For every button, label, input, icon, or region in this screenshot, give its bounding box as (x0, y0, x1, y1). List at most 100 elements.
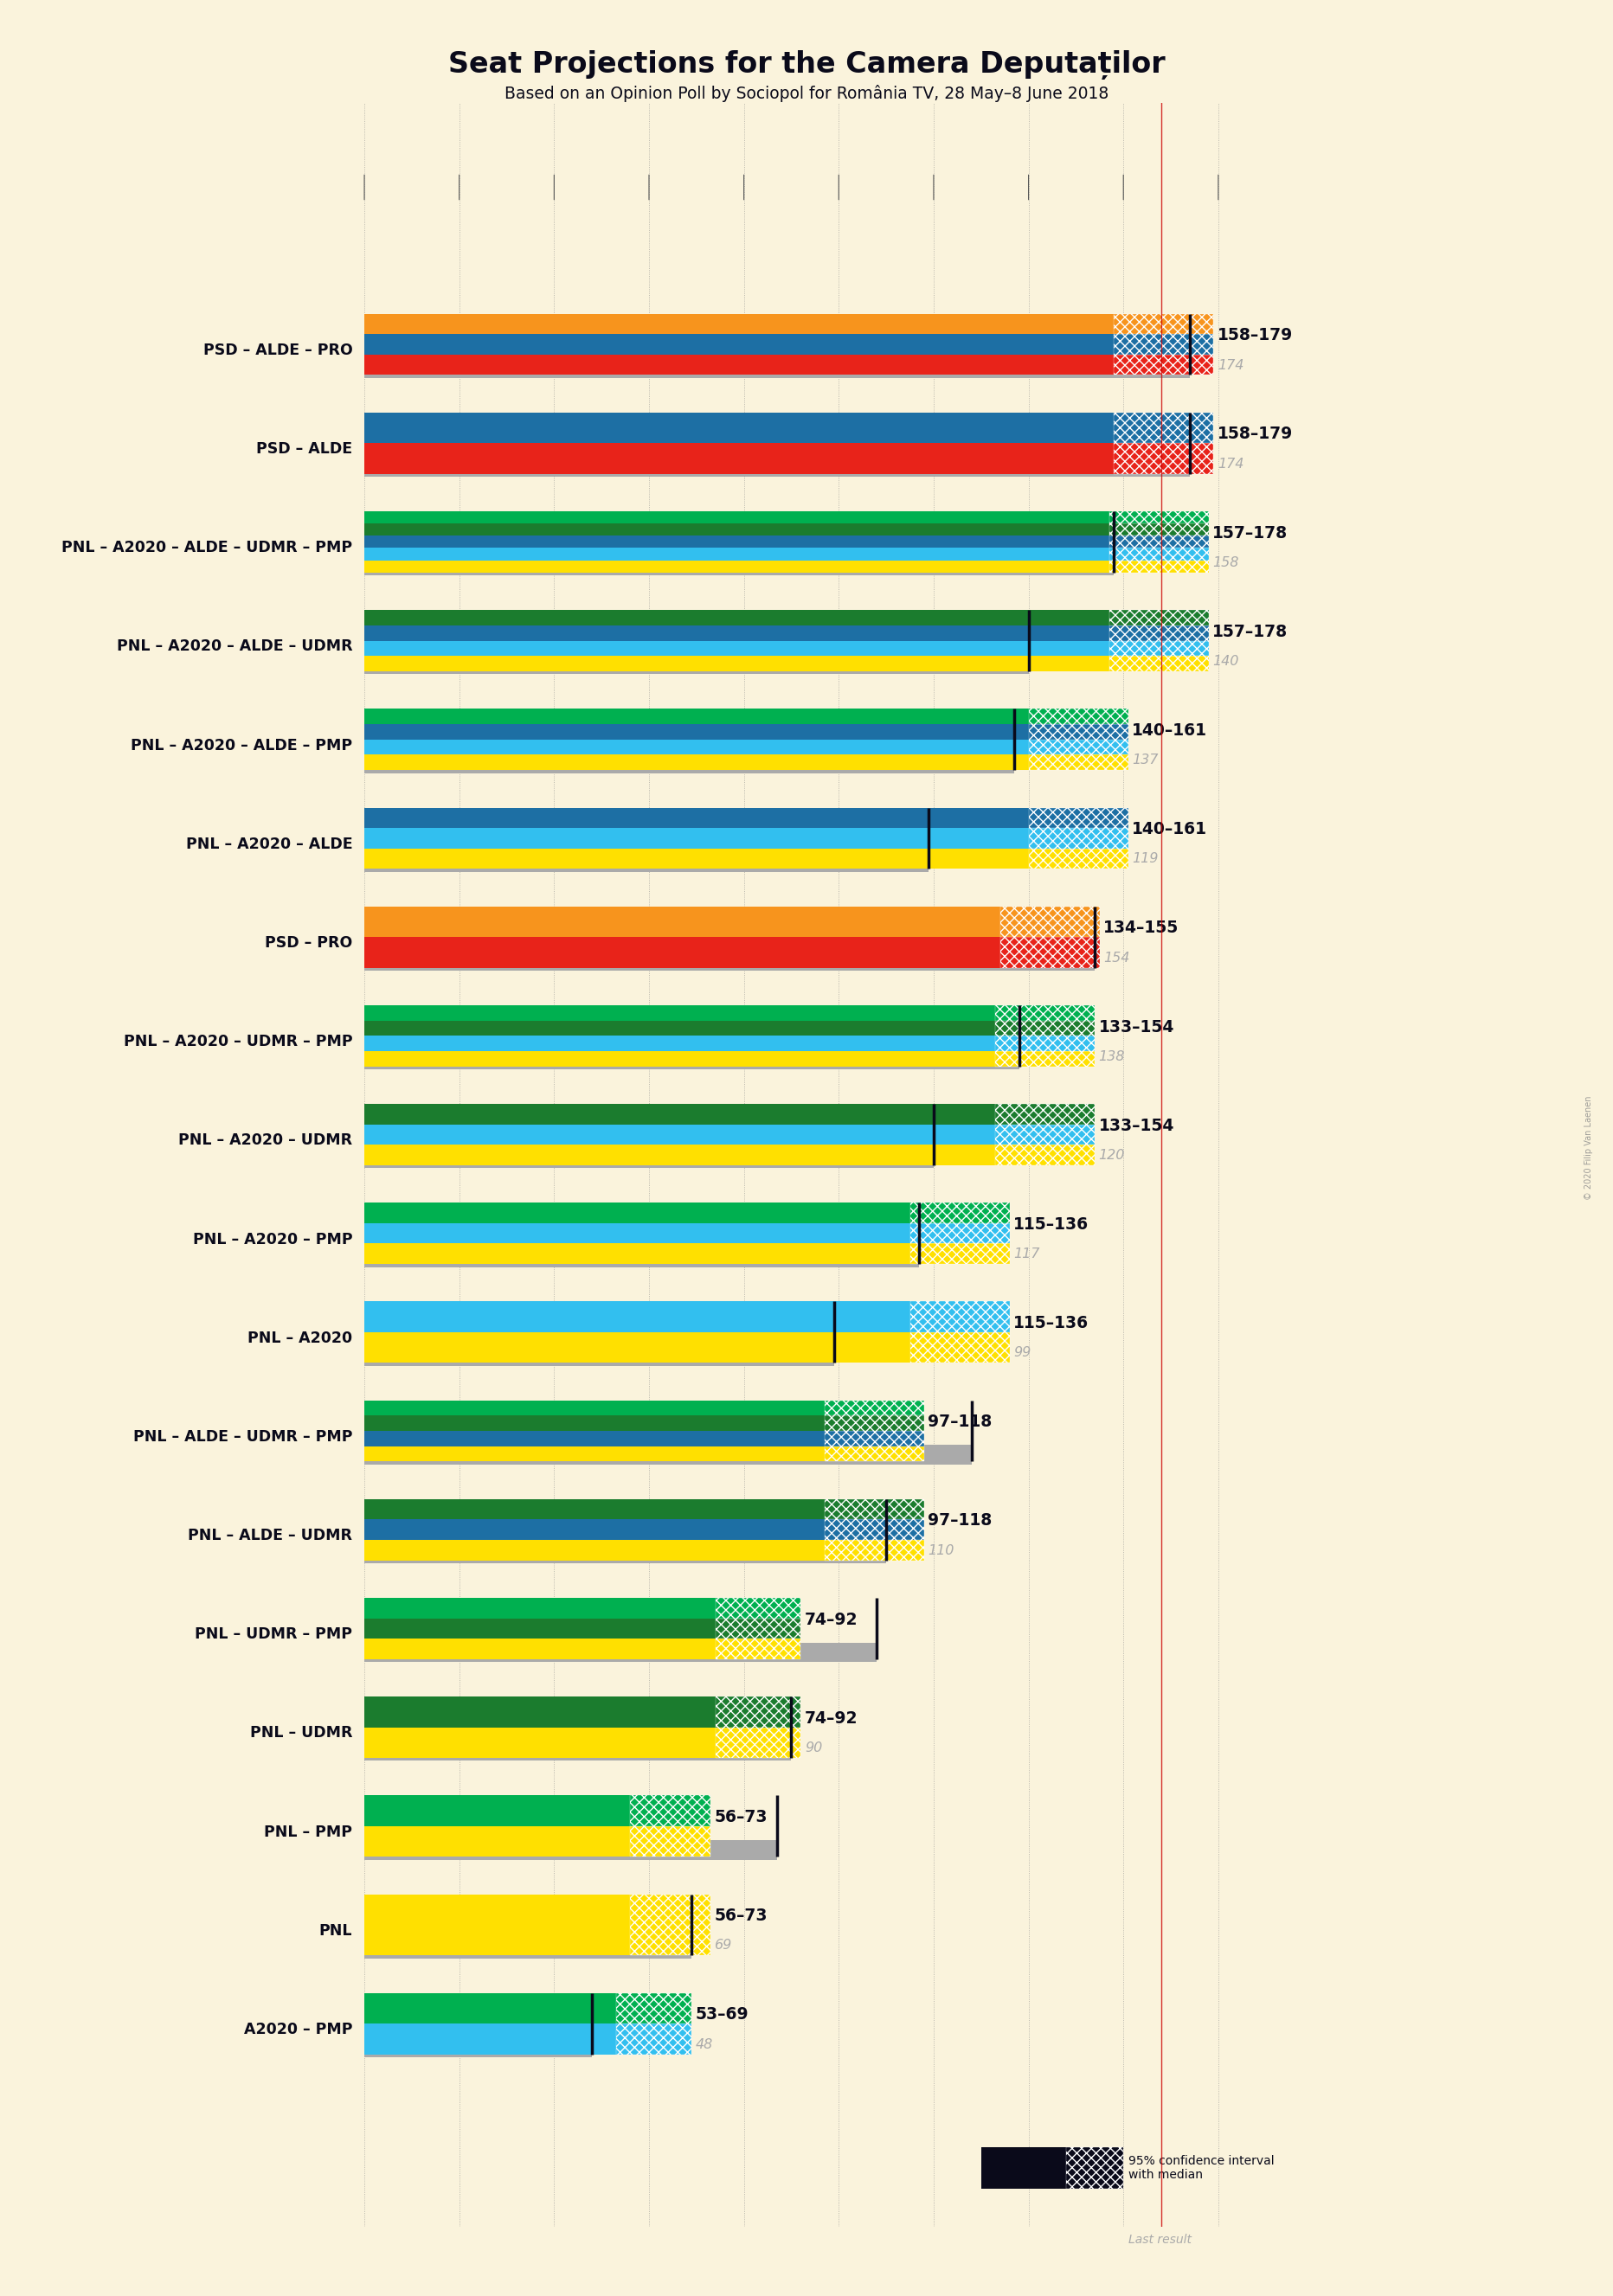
Text: PNL – A2020: PNL – A2020 (248, 1329, 353, 1345)
Bar (365, 1639, 716, 1660)
Text: 69: 69 (715, 1940, 732, 1952)
Bar (365, 443, 1115, 473)
Text: 158: 158 (1213, 556, 1239, 569)
Text: 108: 108 (805, 1642, 831, 1655)
Text: 157–178: 157–178 (1213, 526, 1289, 542)
Text: 174: 174 (1218, 358, 1244, 372)
Bar (365, 358, 1190, 379)
Bar (355, 1486, 1323, 1584)
Bar (910, 1244, 1010, 1265)
Bar (995, 1006, 1095, 1019)
Bar (995, 1125, 1095, 1146)
Bar (631, 1795, 711, 1825)
Text: 56–73: 56–73 (715, 1809, 768, 1825)
Bar (995, 1019, 1095, 1035)
Bar (1115, 413, 1213, 443)
Bar (365, 1019, 995, 1035)
Text: 157–178: 157–178 (1213, 625, 1289, 641)
Bar (365, 535, 1110, 549)
Bar (1110, 535, 1208, 549)
Text: 138: 138 (1098, 1049, 1124, 1063)
Bar (616, 1993, 692, 2023)
Bar (365, 1446, 824, 1463)
Bar (995, 1035, 1095, 1052)
Bar (365, 1125, 995, 1146)
Text: PSD – ALDE: PSD – ALDE (256, 441, 353, 457)
Bar (355, 1584, 1323, 1683)
Bar (365, 829, 1029, 850)
Text: 137: 137 (1132, 753, 1158, 767)
Bar (1110, 512, 1208, 523)
Bar (365, 951, 1095, 971)
Bar (631, 1825, 711, 1857)
Text: 134–155: 134–155 (1103, 921, 1179, 937)
Bar (355, 1683, 1323, 1782)
Bar (365, 2037, 592, 2057)
Text: 74–92: 74–92 (805, 1612, 858, 1628)
Bar (365, 1430, 824, 1446)
Bar (355, 1288, 1323, 1387)
Text: 117: 117 (1013, 1247, 1040, 1261)
Bar (365, 335, 1115, 354)
Text: 115–136: 115–136 (1013, 1316, 1089, 1332)
Bar (365, 611, 1110, 625)
Bar (365, 1894, 631, 1956)
Bar (355, 794, 1323, 893)
Bar (365, 1697, 716, 1727)
Text: PNL – A2020 – ALDE: PNL – A2020 – ALDE (185, 836, 353, 852)
Bar (355, 1091, 1323, 1189)
Bar (355, 1387, 1323, 1486)
Text: PNL – A2020 – UDMR – PMP: PNL – A2020 – UDMR – PMP (124, 1033, 353, 1049)
Bar (365, 1146, 995, 1166)
Bar (365, 1302, 910, 1332)
Text: PNL – ALDE – UDMR: PNL – ALDE – UDMR (189, 1527, 353, 1543)
Bar (365, 1499, 824, 1520)
Bar (355, 1189, 1323, 1288)
Text: 154: 154 (1103, 951, 1129, 964)
Bar (365, 2023, 616, 2055)
Text: 48: 48 (695, 2039, 713, 2050)
Bar (365, 512, 1110, 523)
Bar (355, 1979, 1323, 2078)
Text: 119: 119 (1132, 852, 1158, 866)
Bar (1115, 335, 1213, 354)
Bar (365, 1795, 631, 1825)
Bar (365, 1825, 631, 1857)
Bar (1110, 611, 1208, 625)
Bar (365, 654, 1029, 675)
Bar (981, 2229, 1123, 2248)
Bar (716, 1727, 800, 1759)
Text: 140–161: 140–161 (1132, 723, 1207, 739)
Bar (1029, 739, 1127, 755)
Bar (365, 549, 1110, 560)
Bar (1110, 625, 1208, 641)
Bar (1110, 523, 1208, 535)
Text: 110: 110 (927, 1543, 955, 1557)
Bar (716, 1639, 800, 1660)
Bar (365, 523, 1110, 535)
Bar (995, 1052, 1095, 1065)
Bar (365, 1541, 824, 1561)
Bar (355, 1880, 1323, 1979)
Bar (365, 1543, 886, 1564)
Bar (365, 937, 1000, 967)
Bar (631, 1894, 711, 1956)
Text: 140: 140 (1213, 654, 1239, 668)
Bar (365, 1417, 824, 1430)
Bar (365, 413, 1115, 443)
Text: 87: 87 (715, 1841, 732, 1853)
Bar (355, 1782, 1323, 1880)
Bar (365, 1993, 616, 2023)
Text: 128: 128 (927, 1444, 955, 1458)
Bar (365, 1727, 716, 1759)
Bar (365, 1203, 910, 1224)
Bar (365, 1598, 716, 1619)
Bar (995, 1104, 1095, 1125)
Bar (365, 753, 1015, 774)
Text: PNL: PNL (319, 1924, 353, 1938)
Text: 158–179: 158–179 (1218, 328, 1294, 344)
Bar (1110, 549, 1208, 560)
Bar (1110, 560, 1208, 572)
Text: PNL – A2020 – PMP: PNL – A2020 – PMP (192, 1231, 353, 1247)
Text: PNL – A2020 – ALDE – UDMR – PMP: PNL – A2020 – ALDE – UDMR – PMP (61, 540, 353, 556)
